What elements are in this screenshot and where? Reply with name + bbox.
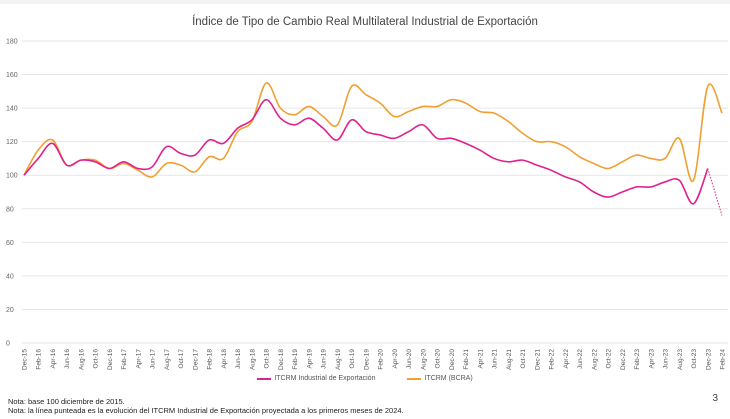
x-tick-label: Feb-18 [207,349,214,370]
note-projection: Nota: la línea punteada es la evolución … [8,406,404,415]
x-tick-label: Oct-16 [93,349,100,369]
x-tick-label: Oct-22 [606,349,613,369]
x-tick-label: Aug-16 [78,349,85,370]
x-tick-label: Oct-17 [178,349,185,369]
series-line [23,82,723,182]
x-tick-label: Dec-21 [534,349,541,370]
x-tick-label: Feb-23 [634,349,641,370]
series-line-projected [707,168,723,216]
x-tick-label: Jun-20 [406,349,413,369]
x-tick-label: Jun-17 [150,349,157,369]
legend-label: ITCRM (BCRA) [424,375,473,382]
x-tick-label: Apr-17 [135,349,142,369]
line-chart: 0 20 40 60 80 100 120 140 160 180 Dec-15 Feb-16 Apr-… [6,39,728,370]
x-tick-label: Aug-17 [164,349,171,370]
x-tick-label: Oct-19 [349,349,356,369]
legend-item-itcrm-bcra: ITCRM (BCRA) [407,375,473,382]
x-tick-label: Apr-21 [477,349,484,369]
x-tick-label: Dec-18 [278,349,285,370]
y-tick-label: 80 [6,206,14,213]
x-tick-label: Feb-20 [378,349,385,370]
legend-swatch [257,377,272,380]
y-tick-label: 180 [6,39,18,46]
y-tick-label: 60 [6,240,14,247]
chart-title: Índice de Tipo de Cambio Real Multilater… [192,16,538,28]
x-tick-label: Jun-19 [321,349,328,369]
series-line [23,98,709,205]
x-tick-label: Dec-22 [620,349,627,370]
x-tick-label: Oct-18 [264,349,271,369]
y-tick-label: 100 [6,173,18,180]
x-tick-label: Dec-19 [363,349,370,370]
x-tick-label: Feb-17 [121,349,128,370]
y-tick-label: 160 [6,72,18,79]
x-tick-label: Dec-16 [107,349,114,370]
legend-swatch [407,377,422,380]
y-tick-label: 0 [6,341,10,348]
x-tick-label: Aug-20 [420,349,427,370]
x-tick-label: Dec-17 [192,349,199,370]
x-tick-label: Oct-23 [691,349,698,369]
x-tick-label: Jun-16 [64,349,71,369]
x-tick-label: Apr-16 [50,349,57,369]
x-tick-label: Apr-20 [392,349,399,369]
x-tick-label: Apr-22 [563,349,570,369]
x-tick-label: Feb-22 [549,349,556,370]
x-tick-label: Dec-23 [705,349,712,370]
y-tick-label: 120 [6,139,18,146]
y-tick-label: 20 [6,307,14,314]
y-tick-label: 40 [6,273,14,280]
x-tick-label: Apr-18 [221,349,228,369]
x-tick-label: Feb-16 [36,349,43,370]
legend-item-itcrm-industrial: ITCRM Industrial de Exportación [257,375,375,382]
x-tick-label: Aug-21 [506,349,513,370]
x-tick-label: Feb-19 [292,349,299,370]
x-tick-label: Oct-21 [520,349,527,369]
x-tick-label: Apr-19 [306,349,313,369]
x-tick-label: Dec-15 [22,349,29,370]
page-number: 3 [712,393,718,404]
x-tick-label: Jun-18 [235,349,242,369]
top-border [0,0,730,4]
x-tick-label: Apr-23 [648,349,655,369]
x-tick-label: Feb-24 [720,349,727,370]
note-base: Nota: base 100 diciembre de 2015. [8,397,125,406]
legend-label: ITCRM Industrial de Exportación [274,375,376,382]
x-tick-label: Oct-20 [435,349,442,369]
x-tick-label: Dec-20 [449,349,456,370]
x-tick-label: Jun-22 [577,349,584,369]
x-tick-label: Feb-21 [463,349,470,370]
x-tick-label: Aug-18 [249,349,256,370]
x-tick-label: Aug-23 [677,349,684,370]
x-tick-label: Jun-21 [492,349,499,369]
y-tick-label: 140 [6,106,18,113]
x-tick-label: Aug-22 [591,349,598,370]
x-tick-label: Aug-19 [335,349,342,370]
x-tick-label: Jun-23 [663,349,670,369]
legend: ITCRM Industrial de Exportación ITCRM (B… [0,375,730,382]
